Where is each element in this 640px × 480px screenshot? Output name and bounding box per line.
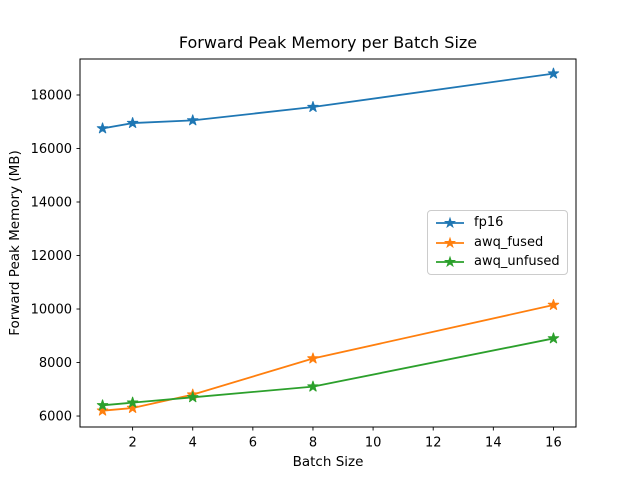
legend-entry-fp16: fp16: [435, 213, 560, 233]
data-point-star-awq_unfused: [307, 380, 319, 392]
data-point-star-awq_unfused: [187, 391, 199, 403]
axes-frame: [79, 58, 577, 428]
legend-label: awq_fused: [474, 234, 544, 250]
x-tick-label: 2: [128, 436, 136, 451]
y-axis-label: Forward Peak Memory (MB): [7, 150, 23, 336]
x-axis-label: Batch Size: [292, 454, 364, 470]
legend-line-sample: [436, 255, 464, 268]
y-tick-label: 18000: [31, 88, 72, 103]
data-point-star-awq_unfused: [126, 396, 139, 408]
y-tick-label: 8000: [39, 356, 72, 371]
y-tick-label: 16000: [31, 142, 72, 157]
data-point-star-awq_fused: [307, 352, 319, 364]
legend-line-sample: [436, 216, 464, 228]
series-line-awq_unfused: [102, 337, 554, 407]
legend-line-sample: [436, 236, 464, 248]
legend-label: awq_unfused: [474, 254, 560, 270]
x-tick-label: 16: [545, 436, 562, 451]
series-line-awq_fused: [102, 304, 554, 412]
data-point-star-fp16: [547, 67, 560, 79]
data-point-star-awq_unfused: [96, 399, 109, 411]
legend-entry-awq_unfused: awq_unfused: [435, 252, 560, 272]
data-point-star-awq_fused: [126, 402, 139, 413]
data-point-star-awq_unfused: [547, 332, 560, 344]
legend-star-icon: [443, 216, 457, 228]
data-point-star-fp16: [187, 114, 199, 126]
x-tick-label: 8: [309, 436, 317, 451]
x-tick-label: 12: [425, 436, 442, 451]
chart-title: Forward Peak Memory per Batch Size: [178, 33, 478, 52]
data-point-star-fp16: [307, 101, 319, 112]
data-point-star-awq_fused: [547, 299, 560, 310]
legend: fp16 awq_fused awq_unfused: [427, 210, 568, 275]
legend-star-icon: [443, 236, 457, 248]
data-point-star-fp16: [126, 117, 139, 129]
legend-entry-awq_fused: awq_fused: [435, 233, 560, 253]
x-tick-label: 10: [365, 436, 382, 451]
legend-star-icon: [443, 255, 457, 268]
data-point-star-fp16: [96, 122, 109, 134]
legend-label: fp16: [474, 214, 504, 230]
series-line-fp16: [102, 72, 554, 130]
y-tick-label: 12000: [31, 249, 72, 264]
x-tick-label: 4: [189, 436, 197, 451]
data-point-star-awq_fused: [96, 404, 109, 416]
y-tick-label: 6000: [39, 410, 72, 425]
x-tick-label: 6: [249, 436, 257, 451]
y-tick-label: 10000: [31, 303, 72, 318]
y-tick-label: 14000: [31, 195, 72, 210]
x-tick-label: 14: [485, 436, 502, 451]
